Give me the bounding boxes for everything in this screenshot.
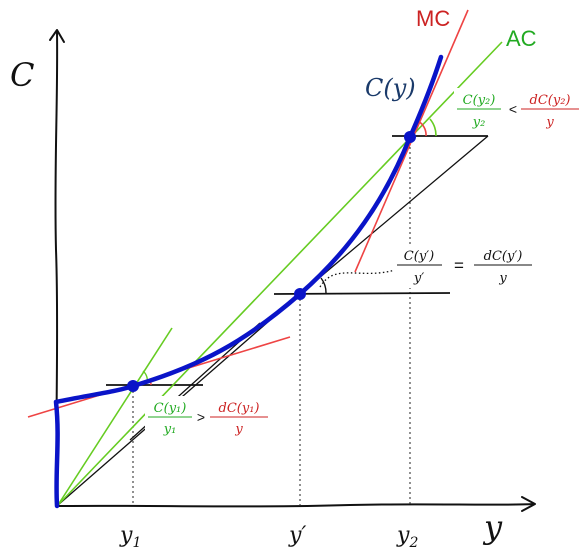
annotation-y1-rhs-den: y xyxy=(234,422,243,437)
annotation-yprime-lhs-den: y′ xyxy=(413,271,424,286)
annotation-y2-relation: < xyxy=(509,101,517,117)
tick-y2: y2 xyxy=(396,523,418,551)
tick-y1: y1 xyxy=(119,523,141,551)
annotation-yprime: C(y′) y′ = dC(y′) y xyxy=(394,244,532,288)
ac-ray-y1 xyxy=(57,327,173,506)
ac-label: AC xyxy=(506,26,537,51)
point-y2 xyxy=(404,131,416,143)
ray-tangent-y2-black xyxy=(299,135,489,295)
tick-yprime: y′ xyxy=(288,523,306,548)
annotation-y1-relation: > xyxy=(197,409,205,425)
ac-ray-y2 xyxy=(57,41,503,506)
horizontal-axis-arrowhead xyxy=(521,496,536,512)
annotation-y2-rhs-num: dC(y₂) xyxy=(530,93,571,108)
horizontal-axis xyxy=(56,503,535,508)
vertical-axis-arrowhead xyxy=(49,29,65,43)
angle-arc-black-yprime xyxy=(320,277,327,294)
cost-curve-label: C(y) xyxy=(365,74,416,102)
annotation-yprime-relation: = xyxy=(454,256,464,275)
y-axis-label: C xyxy=(10,56,34,94)
annotation-yprime-rhs-den: y xyxy=(498,271,507,286)
mc-label: MC xyxy=(416,6,450,31)
annotation-y1-rhs-num: dC(y₁) xyxy=(219,401,260,416)
annotation-y2-lhs-num: C(y₂) xyxy=(463,93,496,108)
point-yprime xyxy=(294,288,306,300)
angle-arc-green-y2 xyxy=(429,118,437,137)
annotation-yprime-lhs-num: C(y′) xyxy=(404,249,434,264)
annotation-y1-lhs-den: y₁ xyxy=(163,422,177,437)
annotation-y2-rhs-den: y xyxy=(545,115,554,130)
annotation-y2-lhs-den: y₂ xyxy=(472,115,486,130)
annotation-yprime-rhs-num: dC(y′) xyxy=(484,249,523,264)
x-axis-label: y xyxy=(482,508,503,546)
point-y1 xyxy=(127,380,139,392)
annotation-y2: C(y₂) y₂ < dC(y₂) y xyxy=(454,88,582,132)
pointer-yprime-annotation xyxy=(319,269,396,288)
annotation-y1-lhs-num: C(y₁) xyxy=(154,401,187,416)
annotation-y1: C(y₁) y₁ > dC(y₁) y xyxy=(145,396,271,440)
